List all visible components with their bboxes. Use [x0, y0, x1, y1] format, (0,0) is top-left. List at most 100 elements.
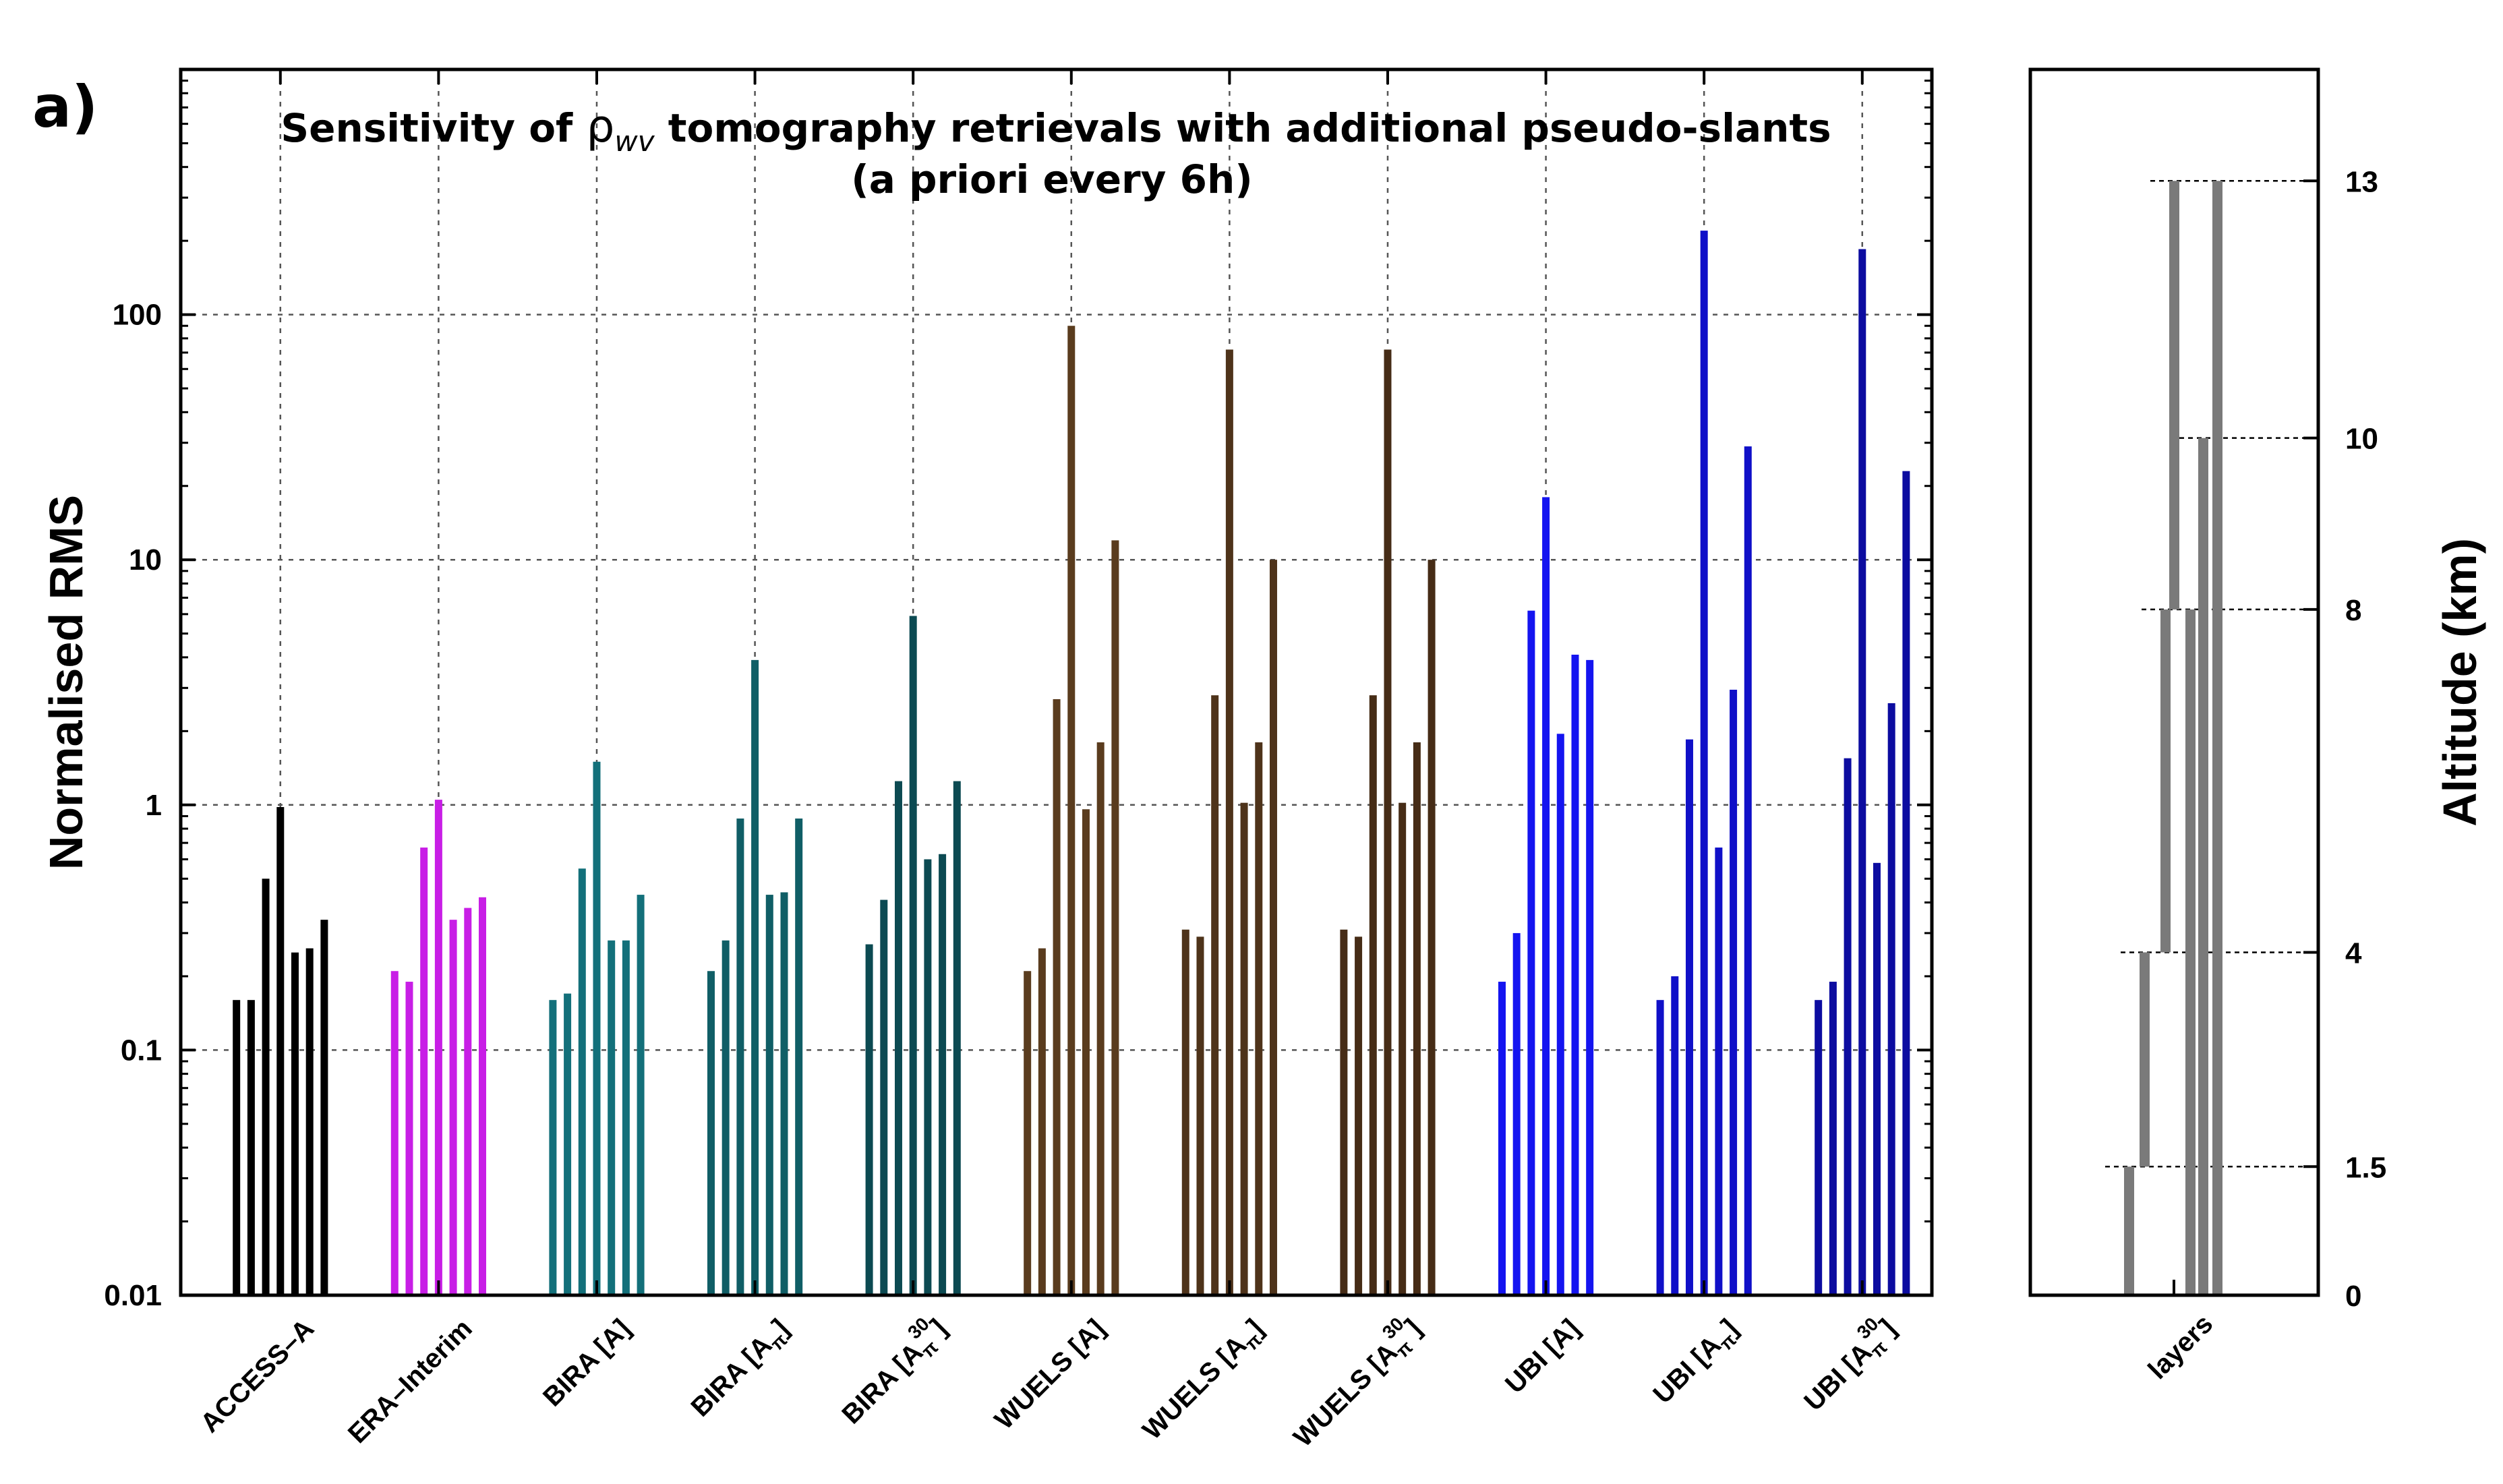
bar — [1384, 349, 1392, 1295]
bar — [722, 940, 730, 1295]
title-symbol: ρ — [586, 100, 614, 152]
bar — [795, 818, 803, 1295]
bar — [1413, 742, 1421, 1295]
bar-group — [1815, 249, 1910, 1296]
bar — [434, 800, 442, 1295]
bar-group — [865, 616, 961, 1295]
x-category-label: WUELS [A] — [989, 1313, 1111, 1435]
main-y-tick-label: 100 — [113, 299, 162, 332]
bar — [637, 895, 645, 1295]
bar — [405, 982, 413, 1295]
main-y-tick-label: 1 — [146, 789, 162, 822]
layers-panel: 0 1.5 4 8 10 13 layers Altitude (km) — [2028, 67, 2486, 1385]
bar — [247, 1000, 255, 1295]
bar-group — [1498, 497, 1594, 1295]
title-subscript: wv — [614, 125, 655, 158]
bar — [1744, 446, 1752, 1296]
bar — [1225, 349, 1233, 1295]
x-category-label: UBI [Aπ] — [1647, 1313, 1746, 1413]
bar — [1685, 739, 1693, 1295]
main-panel: 0.01 0.1 1 10 100 ACCESS–A ERA–Interim BIRA [A… — [32, 67, 1934, 1456]
bar — [1355, 937, 1363, 1295]
layer-bar — [2212, 181, 2222, 1296]
main-bars — [233, 231, 1910, 1296]
bar — [1024, 971, 1032, 1295]
x-category-label: WUELS [Aπ] — [1137, 1313, 1272, 1448]
bar — [1902, 471, 1910, 1295]
bar — [1498, 982, 1506, 1295]
bar — [894, 781, 902, 1295]
bar — [1369, 695, 1377, 1295]
bar — [262, 879, 270, 1295]
x-category-label: ERA–Interim — [343, 1313, 478, 1449]
bar — [1240, 802, 1248, 1295]
bar — [1730, 689, 1738, 1295]
chart-subtitle: (a priori every 6h) — [851, 156, 1253, 202]
bar — [578, 868, 586, 1295]
bar-group — [233, 806, 328, 1295]
bar — [233, 1000, 241, 1295]
main-plot-frame — [179, 67, 1934, 1297]
x-category-label: UBI [A] — [1500, 1313, 1585, 1399]
bar — [1512, 932, 1521, 1295]
bar — [564, 993, 572, 1295]
main-y-tick-label: 10 — [129, 543, 162, 576]
x-category-label: UBI [Aπ30] — [1792, 1307, 1905, 1420]
x-category-label: BIRA [Aπ30] — [829, 1307, 955, 1433]
layer-bar — [2185, 609, 2196, 1295]
title-suffix: tomography retrievals with additional ps… — [655, 105, 1831, 151]
main-y-ticks: 0.01 0.1 1 10 100 — [104, 69, 1932, 1312]
bar-group — [1181, 349, 1277, 1296]
bar — [1527, 610, 1535, 1295]
x-category-label: ACCESS–A — [195, 1313, 320, 1438]
bar — [1053, 699, 1061, 1295]
bar — [1181, 929, 1189, 1295]
x-category-label: BIRA [Aπ] — [685, 1313, 797, 1425]
bar — [707, 971, 715, 1295]
main-x-labels: ACCESS–A ERA–Interim BIRA [A] BIRA [Aπ] BIRA… — [195, 1307, 1905, 1456]
bar — [865, 944, 873, 1295]
bar-group — [549, 761, 645, 1295]
layer-bar — [2198, 438, 2208, 1295]
bar — [953, 781, 961, 1295]
x-category-label: WUELS [Aπ30] — [1281, 1307, 1430, 1456]
layers-x-label: layers — [2142, 1309, 2218, 1385]
layers-y-tick-label: 0 — [2345, 1280, 2361, 1313]
bar — [1671, 976, 1679, 1295]
bar — [1038, 948, 1046, 1295]
bar — [420, 848, 428, 1295]
bar — [1858, 249, 1866, 1296]
bar — [608, 940, 616, 1295]
x-category-label: BIRA [A] — [537, 1313, 636, 1412]
bar-group — [390, 800, 486, 1295]
bar — [1427, 560, 1436, 1296]
layers-y-tick-label: 8 — [2345, 594, 2361, 627]
bar — [1715, 848, 1723, 1295]
bar — [1815, 1000, 1823, 1295]
bar — [1556, 734, 1564, 1295]
layers-y-tick-label: 4 — [2345, 937, 2362, 970]
bar — [1586, 659, 1594, 1295]
bar — [1196, 937, 1204, 1295]
layer-bar — [2160, 609, 2171, 953]
bar — [1111, 540, 1119, 1296]
bar — [320, 920, 328, 1295]
layer-bar — [2169, 181, 2179, 610]
bar — [751, 659, 759, 1295]
main-y-tick-label: 0.1 — [121, 1034, 162, 1067]
chart-title: Sensitivity of ρwv tomography retrievals… — [281, 100, 1831, 158]
layers-y-tick-label: 1.5 — [2345, 1151, 2386, 1184]
bar — [549, 1000, 557, 1295]
bar — [276, 806, 285, 1295]
title-prefix: Sensitivity of — [281, 105, 586, 151]
bar — [478, 897, 486, 1295]
bar — [780, 892, 788, 1295]
bar — [1887, 703, 1895, 1295]
layers-grid — [2105, 180, 2318, 1168]
bar — [1255, 742, 1263, 1295]
layer-bar — [2140, 952, 2150, 1167]
bar — [1571, 654, 1579, 1295]
layers-y-tick-label: 13 — [2345, 165, 2378, 198]
bar — [880, 899, 888, 1295]
